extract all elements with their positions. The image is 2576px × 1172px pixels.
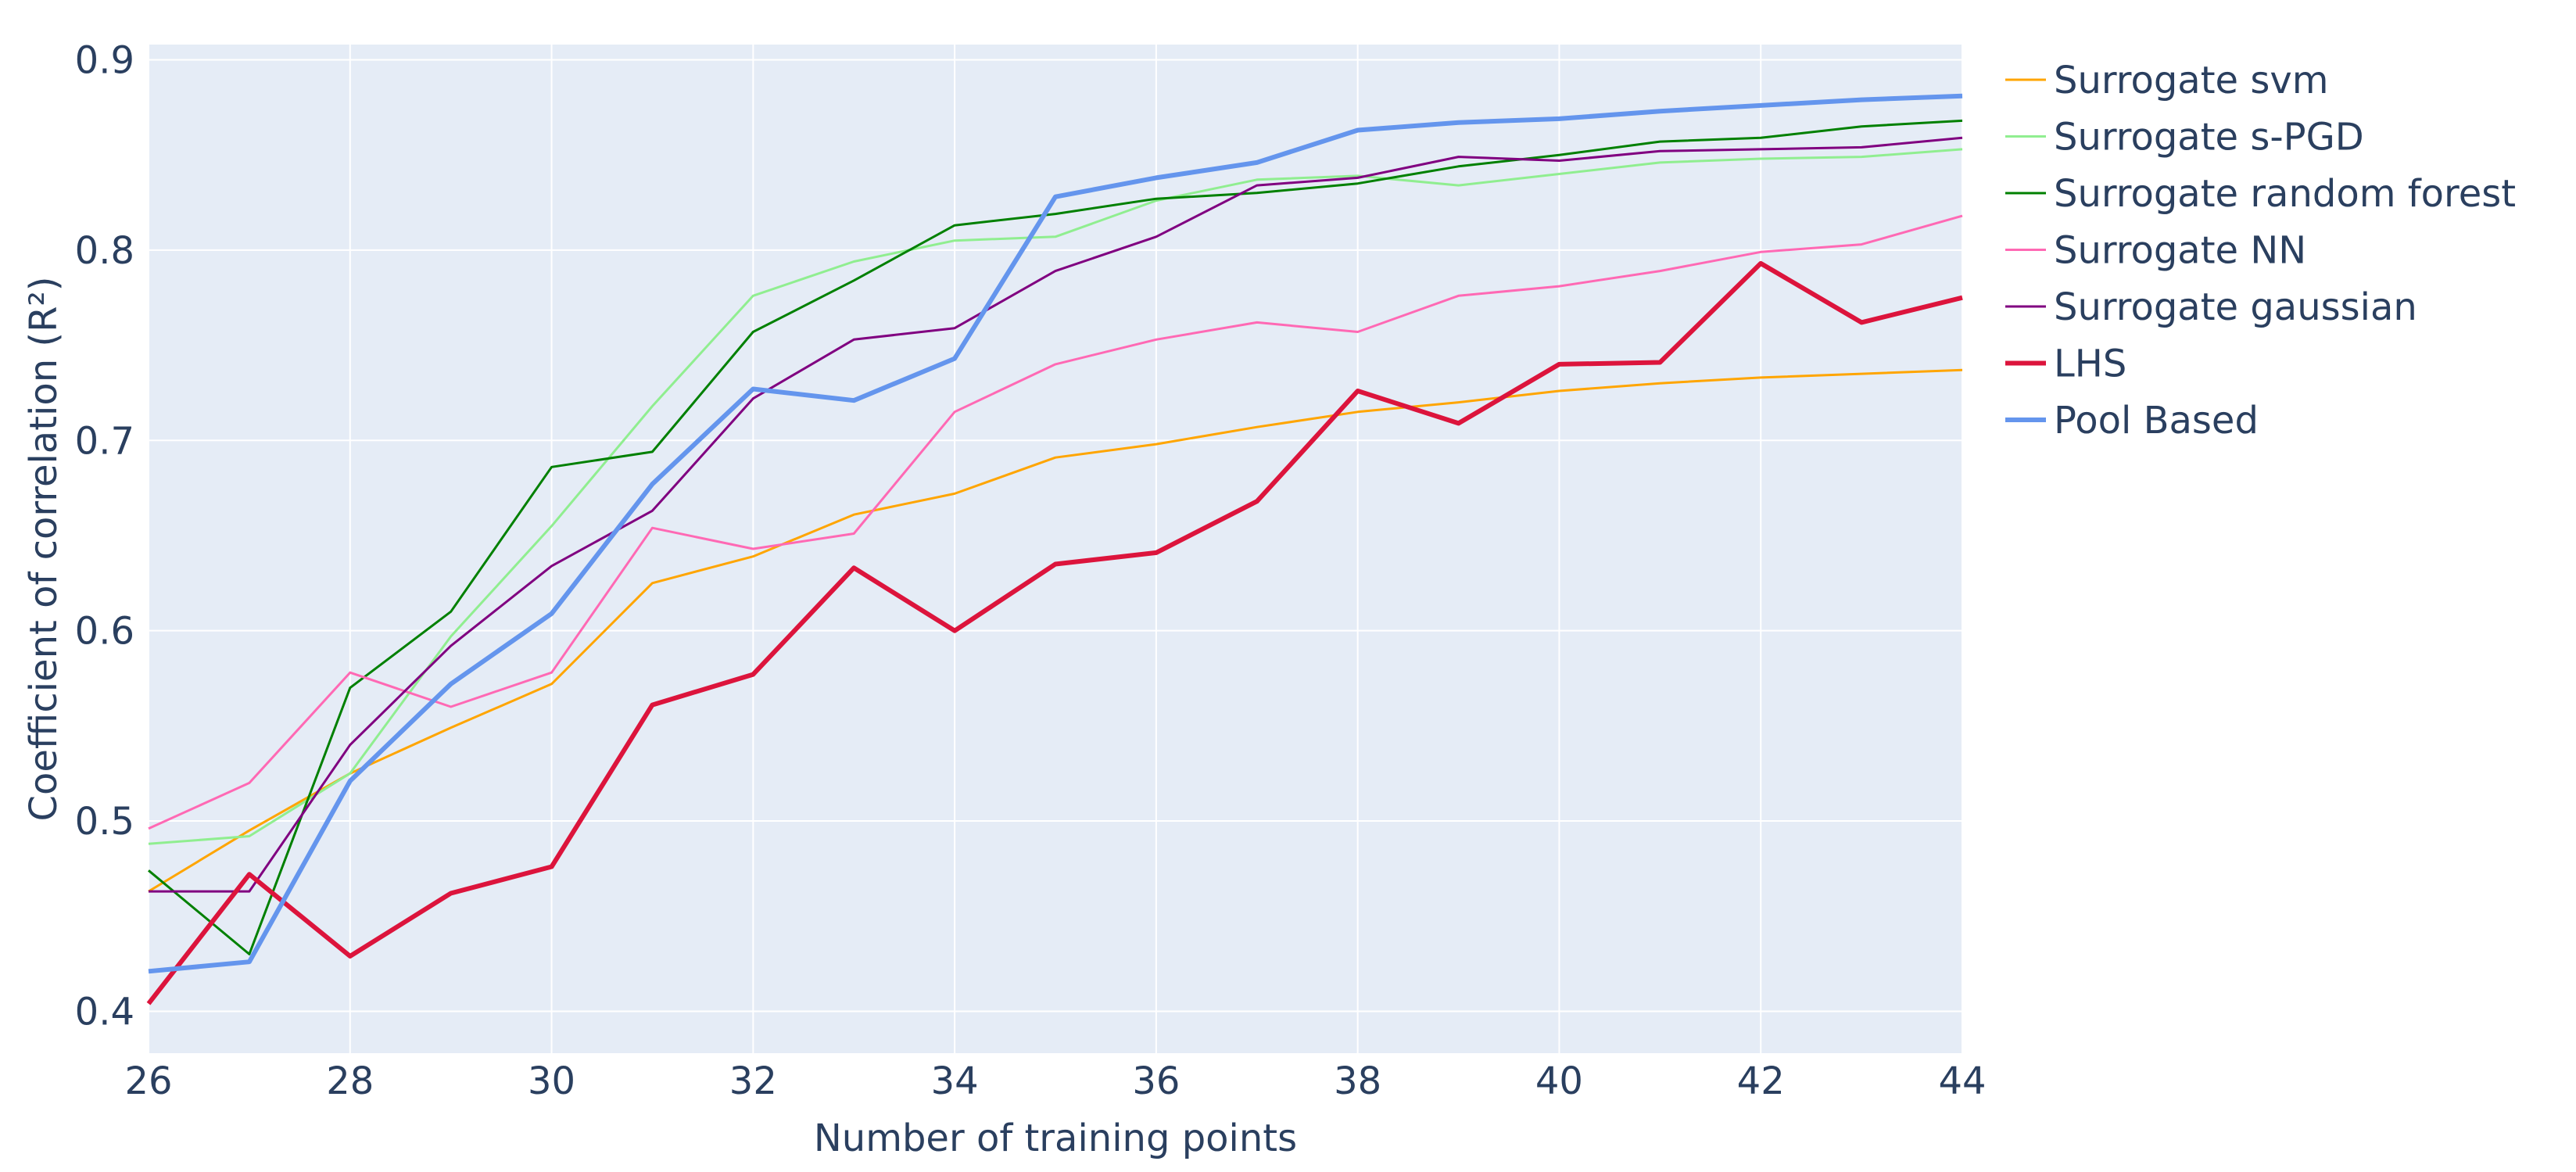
y-tick-label: 0.8 <box>75 229 134 273</box>
legend-label-surrogate-nn: Surrogate NN <box>2054 229 2306 273</box>
x-tick-label: 34 <box>931 1059 979 1103</box>
x-tick-label: 32 <box>729 1059 777 1103</box>
plot-background <box>149 45 1962 1053</box>
series-lines <box>146 93 1963 1005</box>
x-tick-label: 40 <box>1535 1059 1583 1103</box>
y-tick-label: 0.9 <box>75 38 134 82</box>
legend-label-surrogate-gaussian: Surrogate gaussian <box>2054 285 2417 329</box>
legend-label-surrogate-svm: Surrogate svm <box>2054 59 2329 102</box>
legend-label-pool-based: Pool Based <box>2054 399 2259 443</box>
legend-label-surrogate-random-forest: Surrogate random forest <box>2054 172 2516 216</box>
y-tick-labels: 0.4 0.5 0.6 0.7 0.8 0.9 <box>75 38 134 1034</box>
legend-label-surrogate-s-pgd: Surrogate s-PGD <box>2054 116 2364 159</box>
y-axis-title: Coefficient of correlation (R²) <box>22 277 66 822</box>
x-tick-label: 44 <box>1938 1059 1986 1103</box>
x-tick-label: 30 <box>528 1059 575 1103</box>
y-tick-label: 0.5 <box>75 800 134 844</box>
legend-label-lhs: LHS <box>2054 342 2126 386</box>
series-line-surrogate-gaussian <box>149 136 1963 893</box>
series-line-surrogate-svm <box>148 368 1963 893</box>
x-tick-label: 38 <box>1334 1059 1381 1103</box>
y-gridlines <box>149 59 1962 1013</box>
x-axis-title: Number of training points <box>814 1116 1297 1160</box>
y-tick-label: 0.6 <box>75 610 134 654</box>
x-tick-label: 36 <box>1132 1059 1180 1103</box>
x-gridlines <box>148 45 1963 1053</box>
series-line-surrogate-nn <box>148 214 1963 830</box>
x-tick-label: 42 <box>1737 1059 1785 1103</box>
x-tick-label: 28 <box>326 1059 374 1103</box>
y-tick-label: 0.4 <box>75 990 134 1034</box>
legend: Surrogate svm Surrogate s-PGD Surrogate ra… <box>2005 59 2516 443</box>
series-line-surrogate-random-forest <box>148 119 1963 955</box>
x-tick-label: 26 <box>124 1059 172 1103</box>
series-line-surrogate-s-pgd <box>148 148 1963 845</box>
series-line-lhs <box>146 260 1963 1005</box>
series-line-pool-based <box>148 93 1963 974</box>
y-tick-label: 0.7 <box>75 419 134 463</box>
x-tick-labels: 26 28 30 32 34 36 38 40 42 44 <box>124 1059 1986 1103</box>
